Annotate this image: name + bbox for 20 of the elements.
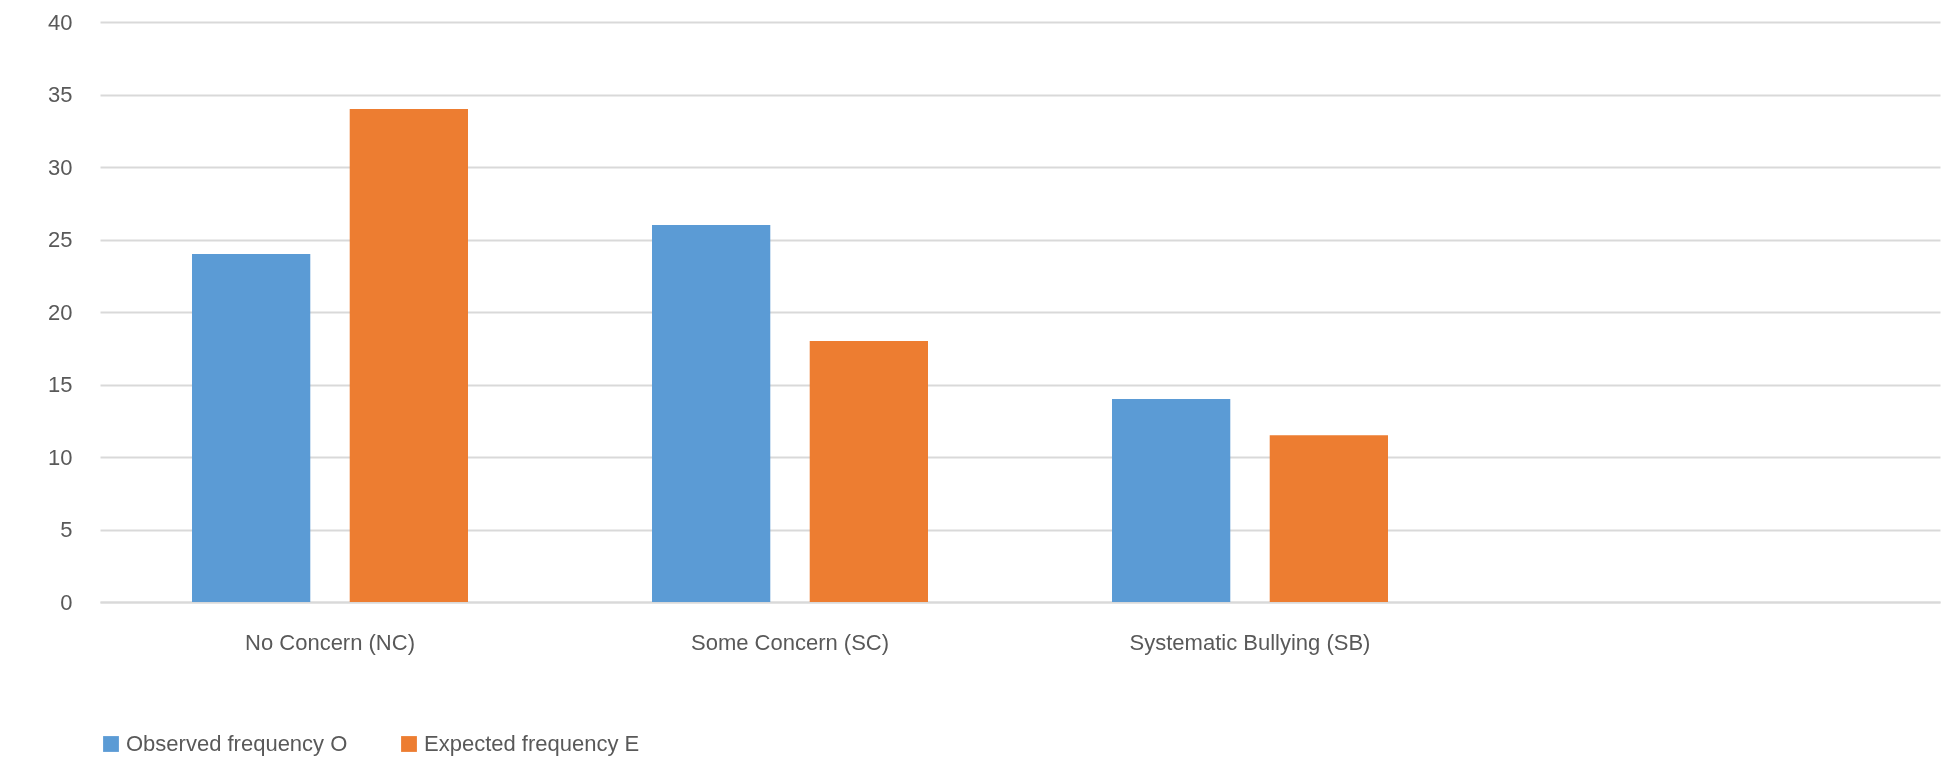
legend-label: Observed frequency O (126, 731, 348, 756)
y-tick-label: 20 (48, 299, 73, 325)
x-tick-label: Systematic Bullying (SB) (1129, 629, 1371, 655)
y-tick-label: 35 (48, 82, 73, 107)
x-tick-label: No Concern (NC) (245, 629, 415, 655)
y-tick-label: 15 (48, 372, 73, 397)
bar (652, 225, 771, 602)
y-tick-label: 30 (48, 154, 73, 180)
bar (192, 254, 311, 602)
y-tick-label: 40 (48, 9, 73, 35)
y-tick-label: 5 (60, 517, 73, 542)
bar (1269, 435, 1388, 602)
bar (1112, 399, 1231, 602)
y-tick-label: 0 (60, 589, 73, 615)
x-tick-label: Some Concern (SC) (690, 629, 890, 655)
legend-label: Expected frequency E (424, 731, 640, 756)
bar (809, 341, 928, 602)
bar (349, 109, 468, 602)
y-tick-label: 25 (48, 227, 73, 252)
y-tick-label: 10 (48, 444, 73, 470)
